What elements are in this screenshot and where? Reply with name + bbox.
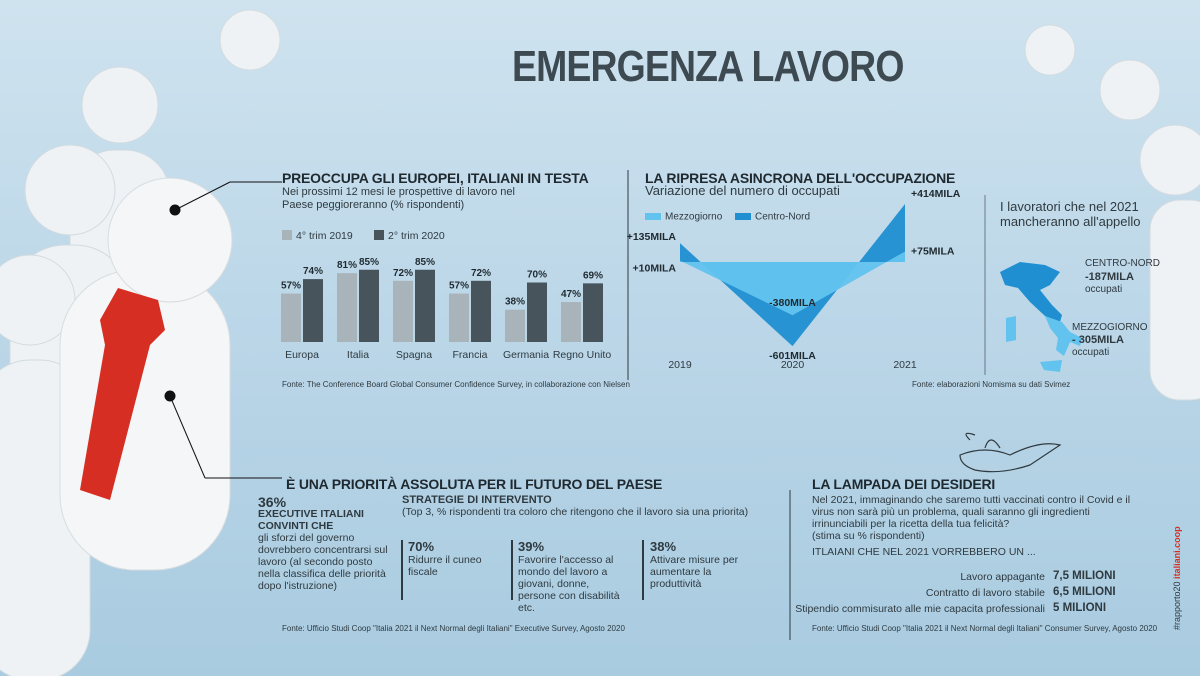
wish-value: 6,5 MILIONI — [1053, 586, 1116, 598]
brand-tag: #rapporto20 — [1172, 581, 1182, 630]
bar — [337, 273, 357, 342]
value-label: 57% — [449, 281, 469, 292]
priority-title: È UNA PRIORITÀ ASSOLUTA PER IL FUTURO DE… — [286, 476, 663, 492]
x-tick-label: Regno Unito — [553, 349, 612, 361]
bar — [281, 293, 301, 342]
value-label: 85% — [359, 257, 379, 268]
bar — [527, 282, 547, 342]
legend-label: 4° trim 2019 — [296, 230, 353, 242]
value-label: 70% — [527, 270, 547, 281]
italy-map — [1000, 262, 1082, 372]
area-title: LA RIPRESA ASINCRONA DELL'OCCUPAZIONE — [645, 170, 956, 186]
x-tick-label: Germania — [503, 349, 549, 361]
region-name: CENTRO-NORD — [1085, 258, 1160, 269]
region-value: - 305MILA — [1072, 334, 1124, 346]
value-label: 57% — [281, 281, 301, 292]
region-unit: occupati — [1085, 284, 1123, 295]
wish-label: Contratto di lavoro stabile — [925, 587, 1045, 599]
bar — [415, 269, 435, 342]
strategy-value: 70% — [408, 539, 435, 554]
value-label: +135MILA — [627, 231, 677, 243]
bar — [393, 280, 413, 342]
strategies-title: STRATEGIE DI INTERVENTO — [402, 494, 552, 506]
value-label: +414MILA — [911, 188, 961, 200]
value-label: 74% — [303, 266, 323, 277]
pointers — [164, 181, 282, 479]
value-label: 81% — [337, 260, 357, 271]
wishes-lead: ITLAIANI CHE NEL 2021 VORREBBERO UN ... — [812, 546, 1036, 558]
bar — [505, 309, 525, 342]
x-tick-label: 2020 — [781, 359, 805, 371]
strategy-value: 38% — [650, 539, 677, 554]
tie — [80, 288, 165, 500]
map-title: I lavoratori che nel 2021 mancheranno al… — [1000, 199, 1141, 229]
bar — [561, 302, 581, 342]
main-title: EMERGENZA LAVORO — [512, 42, 904, 91]
bar — [303, 279, 323, 342]
x-tick-label: 2021 — [893, 359, 917, 371]
legend-swatch — [282, 230, 292, 240]
bar — [583, 283, 603, 342]
x-tick-label: Spagna — [396, 349, 432, 361]
value-label: 38% — [505, 297, 525, 308]
area-subtitle: Variazione del numero di occupati — [645, 183, 840, 198]
value-label: 72% — [393, 268, 413, 279]
legend-swatch — [645, 213, 661, 220]
dividers — [401, 170, 986, 640]
strategy-text: Attivare misure per aumentare la produtt… — [650, 554, 739, 591]
priority-text: gli sforzi del governo dovrebbero concen… — [258, 532, 388, 593]
value-label: -380MILA — [769, 297, 816, 309]
wishes-note: (stima su % rispondenti) — [812, 530, 925, 542]
bar-title: PREOCCUPA GLI EUROPEI, ITALIANI IN TESTA — [282, 170, 589, 186]
legend-swatch — [374, 230, 384, 240]
wish-label: Lavoro appagante — [960, 571, 1045, 583]
main-figure — [59, 177, 233, 571]
x-tick-label: Francia — [452, 349, 487, 361]
brand-site: italiani.coop — [1172, 526, 1182, 579]
value-label: 69% — [583, 270, 603, 281]
priority-source: Fonte: Ufficio Studi Coop "Italia 2021 i… — [282, 624, 625, 633]
bar — [471, 280, 491, 342]
value-label: -601MILA — [769, 350, 816, 362]
x-tick-label: 2019 — [668, 359, 692, 371]
strategy-text: Ridurre il cuneo fiscale — [408, 554, 482, 579]
strategy-value: 39% — [518, 539, 545, 554]
legend-swatch — [735, 213, 751, 220]
legend-label: 2° trim 2020 — [388, 230, 445, 242]
wishes-title: LA LAMPADA DEI DESIDERI — [812, 476, 996, 492]
value-label: 85% — [415, 257, 435, 268]
brand: #rapporto20 italiani.coop — [1172, 526, 1182, 630]
wishes-text: Nel 2021, immaginando che saremo tutti v… — [812, 494, 1131, 531]
priority-share: 36% — [258, 494, 287, 510]
legend-label: Centro-Nord — [755, 212, 810, 223]
x-tick-label: Europa — [285, 349, 319, 361]
wish-label: Stipendio commisurato alle mie capacita … — [795, 603, 1045, 615]
wish-value: 7,5 MILIONI — [1053, 570, 1116, 582]
value-label: +10MILA — [633, 262, 677, 274]
lamp-icon — [959, 432, 1062, 473]
bar — [359, 269, 379, 342]
value-label: +75MILA — [911, 245, 955, 257]
priority-who: EXECUTIVE ITALIANI CONVINTI CHE — [258, 508, 364, 533]
x-tick-label: Italia — [347, 349, 369, 361]
bar-subtitle: Nei prossimi 12 mesi le prospettive di l… — [282, 186, 515, 211]
bar — [449, 293, 469, 342]
wish-value: 5 MILIONI — [1053, 602, 1107, 614]
legend-label: Mezzogiorno — [665, 212, 723, 223]
value-label: 72% — [471, 268, 491, 279]
area-source: Fonte: elaborazioni Nomisma su dati Svim… — [912, 380, 1071, 389]
region-value: -187MILA — [1085, 271, 1134, 283]
value-label: 47% — [561, 289, 581, 300]
wishes-source: Fonte: Ufficio Studi Coop "Italia 2021 i… — [812, 624, 1158, 633]
area — [680, 251, 905, 316]
bar-source: Fonte: The Conference Board Global Consu… — [282, 380, 630, 389]
region-unit: occupati — [1072, 347, 1110, 358]
strategy-text: Favorire l'accesso al mondo del lavoro a… — [518, 554, 620, 615]
strategies-subtitle: (Top 3, % rispondenti tra coloro che rit… — [402, 506, 749, 518]
region-name: MEZZOGIORNO — [1072, 322, 1148, 333]
